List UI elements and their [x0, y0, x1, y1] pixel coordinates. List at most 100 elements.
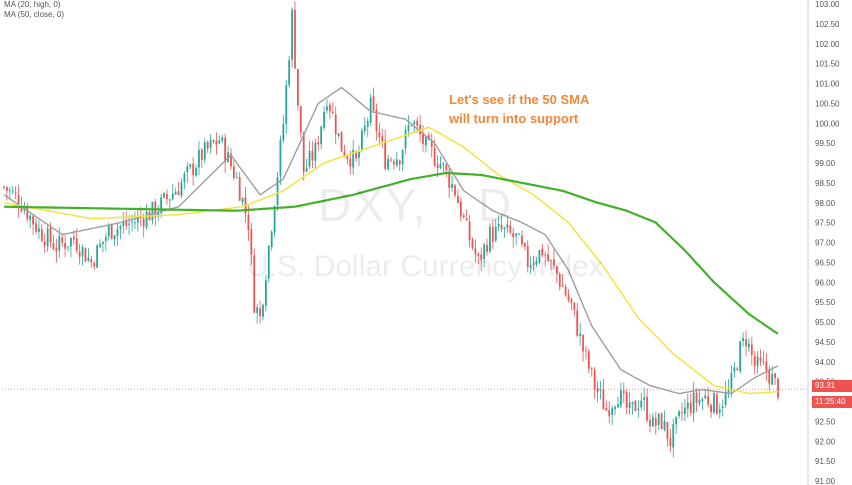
- candle: [625, 389, 628, 415]
- candle: [407, 115, 410, 137]
- candle: [189, 163, 192, 170]
- candle: [259, 300, 261, 324]
- candle: [282, 115, 285, 144]
- candle: [200, 148, 203, 168]
- candle: [372, 87, 375, 113]
- candle: [209, 134, 212, 154]
- candle: [285, 79, 288, 134]
- candle: [445, 162, 448, 178]
- candle: [439, 156, 442, 170]
- candle: [553, 249, 555, 270]
- candle: [119, 224, 122, 240]
- candles: [3, 1, 779, 458]
- candle: [651, 412, 654, 428]
- candle: [483, 242, 486, 268]
- candle: [390, 156, 392, 163]
- candle: [276, 171, 279, 211]
- candle: [480, 247, 483, 272]
- candle: [547, 244, 550, 262]
- candle: [116, 222, 119, 246]
- candle: [398, 159, 401, 172]
- candle: [134, 211, 136, 230]
- candle: [70, 236, 72, 258]
- candle: [698, 389, 701, 407]
- candle: [489, 223, 491, 254]
- candle: [67, 246, 69, 252]
- candle: [104, 233, 107, 252]
- candle: [35, 218, 37, 235]
- candle: [675, 416, 678, 434]
- candle: [750, 336, 753, 366]
- y-tick-label: 97.50: [815, 219, 836, 228]
- candle: [78, 243, 81, 265]
- candle: [366, 117, 369, 137]
- candle: [730, 365, 733, 398]
- candle: [40, 224, 43, 243]
- candle: [38, 219, 40, 240]
- candle: [558, 272, 561, 291]
- candle: [471, 237, 474, 251]
- candle: [84, 247, 87, 262]
- candle: [611, 405, 614, 425]
- candle: [646, 388, 648, 423]
- candle: [497, 214, 500, 232]
- indicator-legend: MA (20, high, 0) MA (50, close, 0): [4, 0, 64, 20]
- y-tick-label: 94.50: [815, 338, 836, 347]
- candle: [640, 392, 643, 411]
- candle: [212, 139, 215, 144]
- candle: [369, 93, 372, 127]
- y-tick-label: 102.00: [815, 40, 840, 49]
- candle: [739, 340, 742, 374]
- annotation-text: Let's see if the 50 SMA will turn into s…: [449, 90, 629, 128]
- candle: [643, 387, 646, 411]
- candle: [608, 401, 611, 424]
- y-tick-label: 101.00: [815, 80, 840, 89]
- candle: [614, 405, 616, 415]
- candle: [576, 302, 579, 338]
- candle: [672, 418, 675, 458]
- candle: [582, 333, 584, 362]
- candle: [241, 197, 244, 206]
- candle: [748, 338, 750, 352]
- candle: [93, 260, 96, 270]
- legend-ma20[interactable]: MA (20, high, 0): [4, 0, 61, 9]
- candle: [521, 230, 523, 248]
- candle: [299, 105, 302, 138]
- candle: [340, 131, 343, 152]
- candle: [448, 166, 451, 199]
- y-tick-label: 91.00: [815, 477, 836, 485]
- candle: [215, 132, 218, 155]
- candle: [314, 138, 317, 170]
- y-tick-label: 96.50: [815, 258, 836, 267]
- candle: [695, 388, 698, 412]
- candle: [75, 228, 78, 254]
- candle: [683, 399, 686, 422]
- candle: [279, 135, 282, 185]
- candle: [64, 235, 67, 257]
- candle: [425, 135, 427, 153]
- candle: [361, 127, 363, 153]
- legend-ma50[interactable]: MA (50, close, 0): [4, 10, 65, 19]
- candle: [232, 160, 235, 181]
- candle: [206, 140, 209, 153]
- annotation-line-2: will turn into support: [449, 111, 579, 126]
- candle: [381, 128, 384, 148]
- candle: [8, 187, 11, 200]
- y-tick-label: 96.00: [815, 278, 836, 287]
- candle: [701, 397, 704, 411]
- current-price-label: 93.31: [812, 380, 852, 392]
- price-axis[interactable]: 91.0091.5092.0092.5093.0093.5094.0094.50…: [807, 0, 840, 485]
- candle: [317, 135, 320, 151]
- candle: [765, 353, 768, 381]
- candle: [567, 288, 570, 303]
- candle: [715, 390, 718, 415]
- candle: [518, 232, 520, 235]
- candle: [171, 183, 174, 201]
- candle: [637, 400, 640, 418]
- y-tick-label: 97.00: [815, 239, 836, 248]
- candle: [32, 215, 34, 235]
- candle: [262, 303, 264, 321]
- annotation-line-1: Let's see if the 50 SMA: [449, 92, 590, 107]
- candle: [509, 220, 512, 235]
